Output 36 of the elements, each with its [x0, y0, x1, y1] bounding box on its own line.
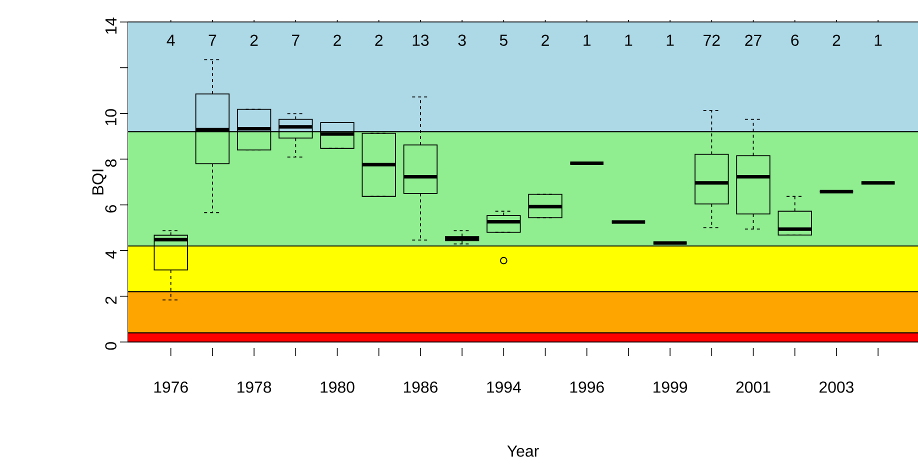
- x-tick-label: 1976: [154, 382, 188, 393]
- annotation: 3: [458, 34, 466, 46]
- annotation: 7: [292, 34, 300, 46]
- annotation: 2: [832, 34, 840, 46]
- x-tick-label: 1986: [404, 382, 438, 393]
- annotation: 2: [334, 34, 341, 46]
- annotation: 1: [874, 34, 882, 46]
- y-tick-label: 4: [106, 250, 116, 259]
- annotation: 2: [250, 34, 258, 46]
- y-tick-label: 14: [106, 18, 116, 34]
- annotation: 13: [412, 34, 429, 46]
- annotation: 4: [166, 34, 175, 46]
- x-tick-label: 1980: [320, 382, 354, 393]
- y-tick-label: 6: [105, 205, 116, 212]
- annotation: 1: [584, 34, 591, 46]
- annotation: 6: [791, 34, 799, 46]
- annotation: 2: [375, 34, 382, 46]
- annotation: 1: [625, 34, 632, 46]
- y-tick-label: 0: [105, 342, 116, 350]
- annotation: 1: [666, 34, 674, 46]
- annotation: 27: [745, 34, 762, 46]
- y-axis-title: BQI: [92, 170, 106, 194]
- annotation: 7: [208, 34, 216, 46]
- y-tick-label: 8: [105, 159, 116, 167]
- annotation: 72: [704, 34, 720, 46]
- x-tick-label: 2001: [736, 382, 770, 393]
- x-tick-label: 1994: [487, 382, 521, 393]
- annotation: 5: [500, 34, 508, 46]
- x-axis-title: Year: [507, 446, 539, 457]
- y-tick-label: 2: [105, 296, 116, 304]
- x-tick-label: 1999: [654, 382, 688, 393]
- x-tick-label: 1978: [238, 382, 272, 393]
- x-tick-label: 1996: [570, 382, 604, 393]
- x-tick-label: 2003: [820, 382, 854, 393]
- annotation: 2: [542, 34, 549, 46]
- y-tick-label: 10: [105, 109, 116, 126]
